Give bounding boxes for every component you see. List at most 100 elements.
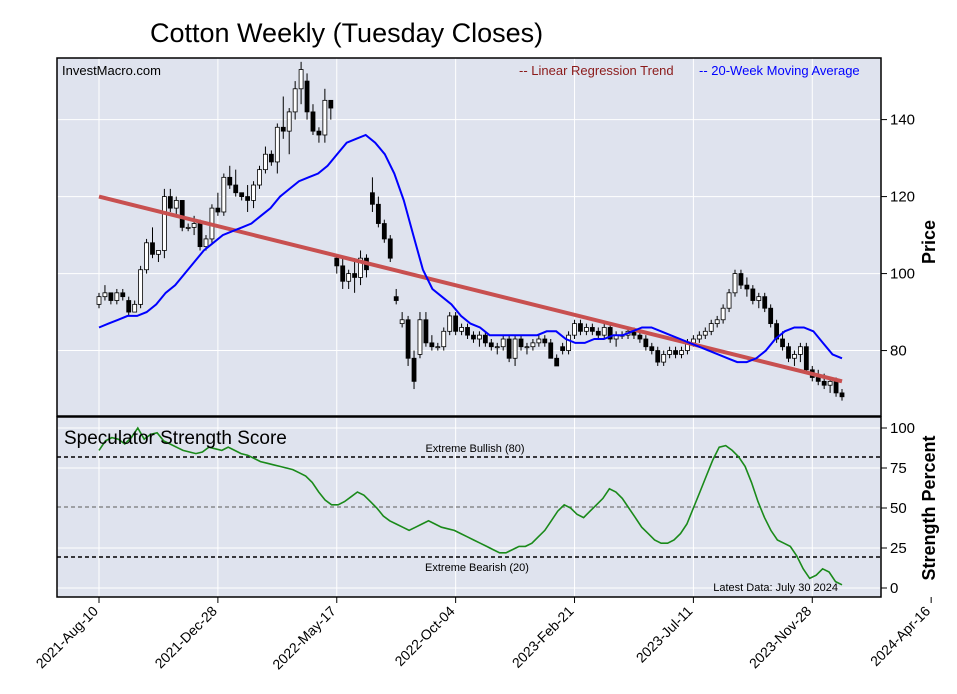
candle-body xyxy=(215,207,221,213)
candle-body xyxy=(833,380,839,394)
candle-body xyxy=(542,338,548,344)
candle-body xyxy=(197,223,203,248)
latest-data-label: Latest Data: July 30 2024 xyxy=(713,582,838,594)
candle-body xyxy=(150,242,155,255)
price-panel-border xyxy=(56,57,882,417)
candle-body xyxy=(786,346,791,359)
candle-body xyxy=(399,319,405,325)
candle-body xyxy=(340,265,346,282)
candle-body xyxy=(227,176,233,186)
strength-tick-label: 0 xyxy=(890,580,898,597)
candle-body xyxy=(286,111,292,132)
candle-body xyxy=(96,296,102,305)
x-axis-ticks: 2021-Aug-10 2021-Dec-28 2022-May-17 2022-Oc… xyxy=(33,597,933,673)
candle-body xyxy=(102,292,108,298)
price-gridlines xyxy=(57,58,932,416)
price-axis-ticks: 140 120 100 80 xyxy=(881,112,915,360)
strength-panel-border xyxy=(56,416,882,598)
candle-body xyxy=(815,377,821,382)
candle-body xyxy=(667,350,673,355)
extreme-bearish-label: Extreme Bearish (20) xyxy=(425,562,529,574)
candle-body xyxy=(750,288,756,301)
candle-body xyxy=(494,346,500,349)
strength-score-line xyxy=(98,426,843,586)
candle-body xyxy=(554,357,560,367)
candle-body xyxy=(572,323,577,336)
candle-body xyxy=(601,327,607,336)
strength-tick-label: 75 xyxy=(890,460,907,477)
x-tick-label: 2023-Feb-21 xyxy=(509,603,577,671)
candle-body xyxy=(756,296,762,301)
candle-body xyxy=(167,196,173,209)
moving-average-line xyxy=(98,133,843,364)
candle-body xyxy=(459,327,464,332)
candle-body xyxy=(239,192,245,197)
candle-body xyxy=(821,380,827,386)
candle-body xyxy=(595,330,601,336)
candle-body xyxy=(714,319,720,325)
candle-body xyxy=(780,338,785,348)
candle-body xyxy=(839,392,845,398)
candle-body xyxy=(578,323,583,332)
candle-body xyxy=(696,334,702,340)
strength-tick-label: 25 xyxy=(890,540,907,557)
candle-body xyxy=(512,338,518,359)
candle-body xyxy=(447,315,453,332)
candle-body xyxy=(316,130,322,136)
strength-tick-label: 100 xyxy=(890,420,915,437)
candle-body xyxy=(387,238,393,259)
candle-body xyxy=(566,334,571,351)
candle-body xyxy=(584,327,589,332)
candle-body xyxy=(114,292,120,301)
candle-body xyxy=(322,99,328,136)
candle-body xyxy=(417,319,423,355)
candle-body xyxy=(518,338,524,348)
chart-title: Cotton Weekly (Tuesday Closes) xyxy=(150,18,543,48)
x-tick-label: 2022-May-17 xyxy=(269,603,339,673)
candle-body xyxy=(191,223,197,228)
candle-body xyxy=(792,354,797,359)
candle-body xyxy=(144,242,149,271)
x-tick-label: 2022-Oct-04 xyxy=(391,603,457,669)
candle-body xyxy=(108,292,114,301)
candle-body xyxy=(827,380,833,386)
extreme-bullish-label: Extreme Bullish (80) xyxy=(425,443,524,455)
candle-body xyxy=(607,327,613,340)
x-tick-label: 2023-Jul-11 xyxy=(633,603,696,666)
candle-body xyxy=(233,184,239,194)
price-tick-label: 140 xyxy=(890,112,915,129)
candle-body xyxy=(405,319,411,359)
candle-body xyxy=(732,273,738,294)
candle-body xyxy=(245,196,251,201)
candle-body xyxy=(375,203,381,224)
x-tick-label: 2023-Nov-28 xyxy=(746,603,815,672)
candle-body xyxy=(762,296,768,309)
candle-body xyxy=(500,338,506,348)
candle-body xyxy=(274,126,280,163)
candle-body xyxy=(328,99,334,109)
candle-body xyxy=(138,269,144,305)
strength-axis-label: Strength Percent xyxy=(919,435,939,580)
x-tick-label: 2024-Apr-16 xyxy=(867,603,933,669)
candle-body xyxy=(548,342,554,359)
candle-body xyxy=(411,357,417,382)
candle-body xyxy=(441,330,447,348)
candle-body xyxy=(465,327,470,336)
candle-body xyxy=(453,315,459,332)
price-tick-label: 80 xyxy=(890,343,907,360)
candle-body xyxy=(352,273,357,278)
candle-body xyxy=(251,184,256,201)
price-axis-label: Price xyxy=(919,220,939,264)
candle-body xyxy=(643,338,649,348)
watermark: InvestMacro.com xyxy=(62,63,161,78)
legend-regression: -- Linear Regression Trend xyxy=(519,63,674,78)
candle-body xyxy=(524,346,530,349)
price-tick-label: 100 xyxy=(890,266,915,283)
candle-body xyxy=(292,88,298,113)
candle-body xyxy=(536,338,542,344)
candle-body xyxy=(310,111,316,132)
candle-body xyxy=(471,334,476,340)
candle-body xyxy=(161,196,167,251)
candle-body xyxy=(393,296,399,301)
